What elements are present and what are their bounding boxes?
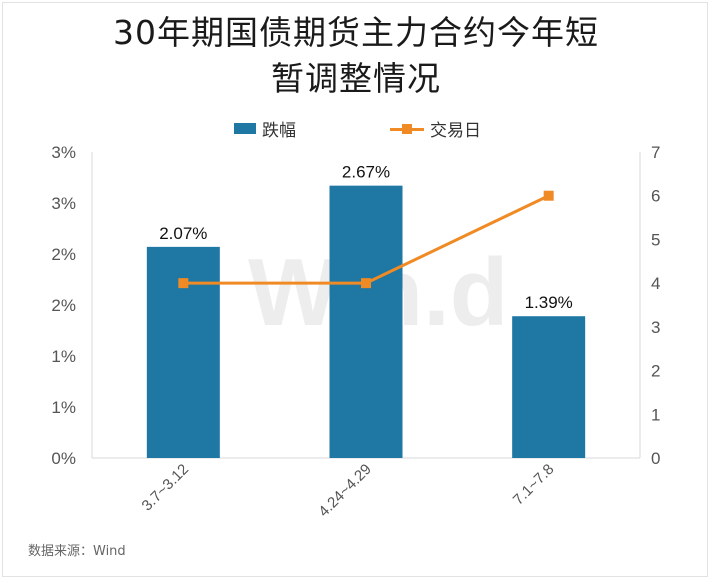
legend-item-line: 交易日 bbox=[390, 116, 481, 141]
left-axis-tick-label: 2% bbox=[51, 296, 76, 315]
legend-bar-label: 跌幅 bbox=[262, 121, 296, 141]
left-axis-tick-label: 0% bbox=[51, 449, 76, 468]
legend-line-swatch bbox=[390, 123, 424, 135]
bar-data-label: 1.39% bbox=[525, 293, 573, 312]
bar-跌幅 bbox=[512, 316, 586, 458]
right-axis-tick-label: 6 bbox=[651, 187, 660, 206]
right-axis-tick-label: 4 bbox=[651, 274, 660, 293]
right-axis-tick-label: 7 bbox=[651, 143, 660, 162]
line-point-marker bbox=[361, 278, 371, 289]
bar-data-label: 2.67% bbox=[342, 163, 390, 182]
x-axis-category-label: 7.1~7.8 bbox=[510, 461, 558, 509]
source-note: 数据来源：Wind bbox=[28, 544, 126, 559]
legend-bar-swatch bbox=[234, 123, 256, 134]
bar-跌幅 bbox=[329, 185, 403, 458]
right-axis-tick-label: 1 bbox=[651, 405, 660, 424]
left-axis-tick-label: 1% bbox=[51, 347, 76, 366]
right-axis-tick-label: 0 bbox=[651, 449, 660, 468]
right-axis-tick-label: 5 bbox=[651, 230, 660, 249]
chart-title-line-1: 30年期国债期货主力合约今年短 bbox=[113, 13, 599, 52]
bar-data-label: 2.07% bbox=[159, 224, 207, 243]
left-axis-tick-label: 3% bbox=[51, 194, 76, 213]
left-axis-tick-label: 2% bbox=[51, 245, 76, 264]
line-point-marker bbox=[178, 278, 189, 289]
legend-item-bar: 跌幅 bbox=[234, 116, 296, 141]
x-axis-category-label: 4.24~4.29 bbox=[315, 461, 375, 521]
x-axis-category-label: 3.7~3.12 bbox=[139, 461, 193, 515]
chart-title-line-2: 暂调整情况 bbox=[271, 59, 441, 98]
chart-title: 30年期国债期货主力合约今年短 暂调整情况 bbox=[0, 10, 712, 102]
chart-legend: 跌幅 交易日 bbox=[0, 116, 712, 141]
left-axis-tick-label: 3% bbox=[51, 143, 76, 162]
legend-line-label: 交易日 bbox=[430, 121, 481, 141]
left-axis-tick-label: 1% bbox=[51, 398, 76, 417]
right-axis-tick-label: 3 bbox=[651, 318, 660, 337]
line-point-marker bbox=[543, 190, 554, 201]
right-axis-tick-label: 2 bbox=[651, 362, 660, 381]
